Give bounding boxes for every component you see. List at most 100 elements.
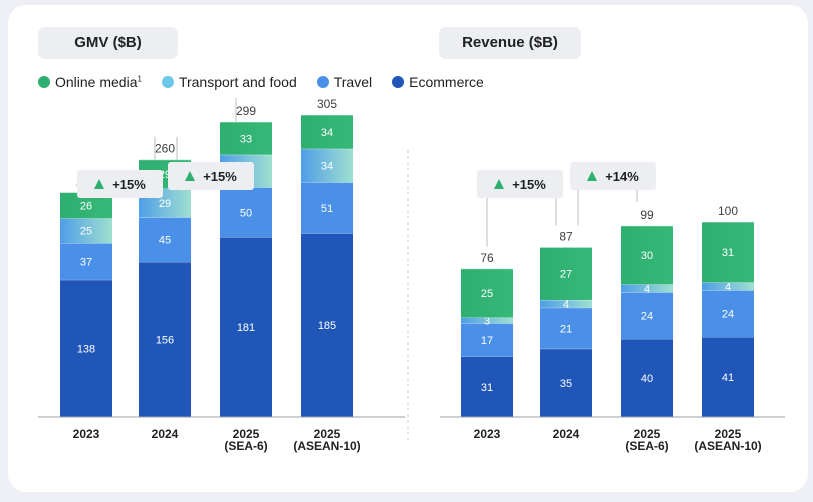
revenue-segment-value-label: 4 bbox=[644, 283, 650, 295]
gmv-bar-ecommerce-segment bbox=[301, 233, 353, 417]
gmv-growth-box bbox=[168, 162, 254, 190]
revenue-category-label: 2025 bbox=[634, 427, 661, 441]
revenue-bar-ecommerce-segment bbox=[702, 337, 754, 417]
revenue-segment-value-label: 4 bbox=[725, 281, 731, 293]
gmv-total-label: 260 bbox=[155, 142, 175, 156]
revenue-segment-value-label: 21 bbox=[560, 323, 572, 335]
gmv-growth-box bbox=[77, 170, 163, 198]
legend-travel-label: Travel bbox=[333, 74, 373, 90]
revenue-segment-value-label: 24 bbox=[641, 311, 653, 323]
gmv-bar-travel-segment bbox=[220, 187, 272, 238]
legend-travel: Travel bbox=[316, 74, 373, 90]
revenue-segment-value-label: 3 bbox=[484, 315, 490, 327]
gmv-bar-travel-segment bbox=[139, 217, 191, 263]
gmv-total-label: 299 bbox=[236, 104, 256, 118]
ecommerce-dot-icon bbox=[392, 76, 405, 88]
gmv-growth-label: +15% bbox=[112, 177, 146, 192]
revenue-growth-box bbox=[570, 162, 656, 190]
revenue-segment-value-label: 17 bbox=[481, 335, 493, 347]
gmv-segment-value-label: 185 bbox=[318, 320, 336, 332]
revenue-category-label: 2023 bbox=[474, 427, 501, 441]
gmv-segment-value-label: 51 bbox=[321, 203, 333, 215]
revenue-bar-travel-segment bbox=[621, 292, 673, 339]
gmv-segment-value-label: 50 bbox=[240, 207, 252, 219]
revenue-bar-travel-segment bbox=[702, 290, 754, 338]
gmv-category-label: 2025 bbox=[314, 427, 341, 441]
revenue-category-label: 2024 bbox=[553, 427, 580, 441]
gmv-bar-ecommerce-segment bbox=[60, 279, 112, 417]
revenue-segment-value-label: 24 bbox=[722, 309, 734, 321]
gmv-segment-value-label: 138 bbox=[77, 343, 95, 355]
revenue-segment-value-label: 41 bbox=[722, 372, 734, 384]
revenue-segment-value-label: 25 bbox=[481, 288, 493, 300]
revenue-growth-label: +14% bbox=[605, 169, 639, 184]
gmv-category-label: (ASEAN-10) bbox=[293, 439, 360, 453]
revenue-bar-online-media-segment bbox=[540, 247, 592, 300]
gmv-bar-travel-segment bbox=[60, 243, 112, 280]
gmv-bar-transport-and-food-segment bbox=[301, 148, 353, 183]
legend-ecommerce: Ecommerce bbox=[392, 74, 484, 90]
gmv-bar-online-media-segment bbox=[301, 114, 353, 149]
revenue-category-label: 2025 bbox=[715, 427, 742, 441]
revenue-bar-transport-and-food-segment bbox=[702, 282, 754, 291]
gmv-category-label: 2024 bbox=[152, 427, 179, 441]
gmv-bar-travel-segment bbox=[301, 182, 353, 234]
revenue-bar-transport-and-food-segment bbox=[621, 284, 673, 293]
gmv-segment-value-label: 26 bbox=[80, 200, 92, 212]
revenue-segment-value-label: 35 bbox=[560, 378, 572, 390]
revenue-bar-ecommerce-segment bbox=[461, 356, 513, 417]
legend: Online media1 Transport and food Travel … bbox=[38, 74, 484, 90]
revenue-segment-value-label: 31 bbox=[481, 382, 493, 394]
revenue-bar-online-media-segment bbox=[702, 222, 754, 283]
legend-online-media-label: Online media1 bbox=[55, 74, 142, 90]
gmv-title: GMV ($B) bbox=[38, 27, 178, 59]
up-triangle-icon bbox=[185, 171, 195, 181]
revenue-segment-value-label: 31 bbox=[722, 247, 734, 259]
revenue-category-label: (SEA-6) bbox=[625, 439, 668, 453]
revenue-bar-travel-segment bbox=[461, 323, 513, 357]
gmv-category-label: 2023 bbox=[73, 427, 100, 441]
gmv-segment-value-label: 33 bbox=[240, 133, 252, 145]
up-triangle-icon bbox=[587, 171, 597, 181]
gmv-segment-value-label: 181 bbox=[237, 322, 255, 334]
up-triangle-icon bbox=[494, 179, 504, 189]
legend-ecommerce-label: Ecommerce bbox=[409, 74, 484, 90]
revenue-bar-transport-and-food-segment bbox=[540, 300, 592, 308]
up-triangle-icon bbox=[94, 179, 104, 189]
revenue-total-label: 99 bbox=[640, 208, 654, 222]
gmv-segment-value-label: 25 bbox=[80, 226, 92, 238]
revenue-segment-value-label: 30 bbox=[641, 250, 653, 262]
legend-transport-food-label: Transport and food bbox=[178, 74, 297, 90]
revenue-category-label: (ASEAN-10) bbox=[694, 439, 761, 453]
revenue-total-label: 76 bbox=[480, 251, 494, 265]
online-media-dot-icon bbox=[38, 76, 50, 88]
revenue-segment-value-label: 4 bbox=[563, 299, 569, 311]
revenue-growth-label: +15% bbox=[512, 177, 546, 192]
gmv-total-label: 305 bbox=[317, 97, 337, 111]
revenue-segment-value-label: 40 bbox=[641, 373, 653, 385]
revenue-bar-transport-and-food-segment bbox=[461, 317, 513, 324]
legend-online-media: Online media1 bbox=[38, 74, 142, 90]
revenue-total-label: 87 bbox=[559, 229, 573, 243]
gmv-segment-value-label: 37 bbox=[80, 257, 92, 269]
gmv-growth-label: +15% bbox=[203, 169, 237, 184]
gmv-segment-value-label: 34 bbox=[321, 161, 333, 173]
revenue-segment-value-label: 27 bbox=[560, 269, 572, 281]
revenue-title: Revenue ($B) bbox=[439, 27, 581, 59]
gmv-bar-transport-and-food-segment bbox=[60, 218, 112, 244]
travel-dot-icon bbox=[316, 76, 329, 88]
transport-food-dot-icon bbox=[161, 76, 174, 88]
revenue-total-label: 100 bbox=[718, 204, 738, 218]
revenue-bar-ecommerce-segment bbox=[621, 339, 673, 417]
gmv-segment-value-label: 34 bbox=[321, 127, 333, 139]
gmv-category-label: 2025 bbox=[233, 427, 260, 441]
gmv-segment-value-label: 156 bbox=[156, 335, 174, 347]
revenue-bar-online-media-segment bbox=[621, 225, 673, 285]
revenue-bar-travel-segment bbox=[540, 307, 592, 349]
revenue-bar-online-media-segment bbox=[461, 268, 513, 318]
gmv-category-label: (SEA-6) bbox=[224, 439, 267, 453]
gmv-bar-ecommerce-segment bbox=[139, 262, 191, 417]
gmv-segment-value-label: 45 bbox=[159, 235, 171, 247]
revenue-bar-ecommerce-segment bbox=[540, 348, 592, 417]
